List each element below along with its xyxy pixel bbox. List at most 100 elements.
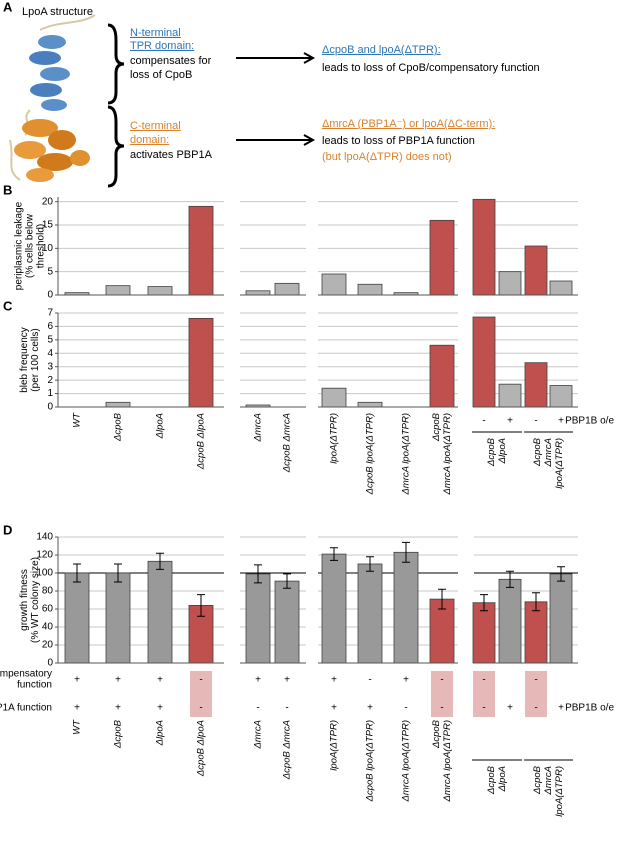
x-tick-label: ΔcpoB bbox=[113, 412, 124, 442]
panel-letter: B bbox=[3, 182, 12, 197]
x-tick-label: ΔlpoA bbox=[155, 720, 166, 746]
row-value: - bbox=[482, 675, 485, 686]
n-heading: TPR domain: bbox=[130, 40, 194, 52]
bar bbox=[524, 362, 548, 408]
group-label: ΔcpoB bbox=[532, 437, 543, 467]
y-axis-label: periplasmic leakage bbox=[14, 201, 25, 290]
y-tick-label: 2 bbox=[47, 375, 53, 386]
x-tick-label: lpoA(ΔTPR) bbox=[329, 720, 340, 771]
bar bbox=[549, 385, 573, 408]
y-tick-label: 100 bbox=[36, 568, 53, 579]
y-axis-label: bleb frequency bbox=[19, 327, 30, 393]
bar bbox=[147, 286, 173, 296]
brace bbox=[107, 23, 125, 105]
row-value: + bbox=[74, 703, 80, 714]
row-value: - bbox=[404, 703, 407, 714]
bar bbox=[105, 401, 131, 408]
y-tick-label: 140 bbox=[36, 532, 53, 543]
x-tick-label: ΔmrcA bbox=[253, 413, 264, 443]
row-value: + bbox=[331, 675, 337, 686]
highlight bbox=[190, 671, 212, 717]
y-tick-label: 6 bbox=[47, 321, 53, 332]
x-tick-label: ΔcpoB lpoA(ΔTPR) bbox=[365, 413, 376, 495]
row-value: + bbox=[157, 703, 163, 714]
c-heading: C-terminal bbox=[130, 120, 181, 132]
bar bbox=[357, 283, 383, 296]
bar bbox=[498, 383, 522, 408]
row-label: function bbox=[17, 680, 52, 691]
y-axis-label: (% WT colony size) bbox=[30, 557, 41, 643]
row-value: + bbox=[255, 675, 261, 686]
error-bar bbox=[283, 573, 291, 589]
y-tick-label: 20 bbox=[42, 196, 54, 207]
error-bar bbox=[254, 564, 262, 584]
panel-letter: C bbox=[3, 298, 13, 313]
y-tick-label: 20 bbox=[42, 640, 54, 651]
bar bbox=[393, 551, 419, 664]
row-value: + bbox=[115, 675, 121, 686]
y-axis-label: threshold) bbox=[36, 224, 47, 268]
bar bbox=[549, 280, 573, 296]
protein-structure bbox=[9, 14, 96, 182]
y-tick-label: 15 bbox=[42, 220, 54, 231]
error-bar bbox=[402, 541, 410, 563]
row-value: + bbox=[157, 675, 163, 686]
x-tick-label: ΔcpoB bbox=[431, 719, 442, 749]
x-tick-label: lpoA(ΔTPR) bbox=[329, 413, 340, 464]
x-tick-label: ΔmrcA lpoA(ΔTPR) bbox=[401, 413, 412, 496]
bar bbox=[274, 580, 300, 664]
c-effect-heading: ΔmrcA (PBP1A⁻) or lpoA(ΔC-term): bbox=[322, 118, 495, 130]
y-tick-label: 4 bbox=[47, 348, 53, 359]
row-value: - bbox=[482, 703, 485, 714]
panel-letter: D bbox=[3, 522, 12, 537]
bar bbox=[321, 387, 347, 408]
x-tick-label: ΔmrcA lpoA(ΔTPR) bbox=[401, 720, 412, 803]
error-bar bbox=[480, 594, 488, 612]
bar bbox=[245, 573, 271, 664]
row-value: + bbox=[115, 703, 121, 714]
row-value: + bbox=[74, 675, 80, 686]
error-bar bbox=[438, 588, 446, 610]
arrow bbox=[236, 134, 316, 146]
bar bbox=[472, 198, 496, 296]
row-note: PBP1B o/e bbox=[565, 703, 614, 714]
highlight bbox=[431, 671, 453, 717]
n-effect-heading: ΔcpoB and lpoA(ΔTPR): bbox=[322, 44, 441, 56]
bar bbox=[188, 317, 214, 408]
group-label: ΔlpoA bbox=[497, 766, 508, 792]
bar bbox=[498, 271, 522, 296]
row-value: + bbox=[284, 675, 290, 686]
x-tick-label: ΔcpoB ΔlpoA bbox=[196, 413, 207, 470]
n-text: compensates for bbox=[130, 55, 212, 67]
bar bbox=[472, 602, 496, 664]
error-bar bbox=[197, 594, 205, 617]
row-value: + bbox=[403, 675, 409, 686]
x-tick-label: ΔcpoB lpoA(ΔTPR) bbox=[365, 720, 376, 802]
bar bbox=[357, 401, 383, 408]
y-tick-label: 0 bbox=[47, 290, 53, 301]
row-value: - bbox=[368, 675, 371, 686]
c-text: activates PBP1A bbox=[130, 149, 213, 161]
error-bar bbox=[532, 592, 540, 612]
error-bar bbox=[366, 556, 374, 572]
bar bbox=[321, 553, 347, 664]
x-tick-label: ΔmrcA lpoA(ΔTPR) bbox=[442, 720, 453, 803]
bar bbox=[105, 285, 131, 296]
bar bbox=[147, 560, 173, 664]
highlight bbox=[525, 671, 547, 717]
bar bbox=[472, 316, 496, 408]
bar bbox=[524, 245, 548, 296]
y-tick-label: 1 bbox=[47, 388, 53, 399]
bar bbox=[64, 572, 90, 664]
c-heading: domain: bbox=[130, 134, 169, 146]
c-effect: leads to loss of PBP1A function bbox=[322, 135, 475, 147]
y-axis-label: (per 100 cells) bbox=[30, 328, 41, 391]
oe-value: - bbox=[482, 416, 485, 427]
row-value: + bbox=[331, 703, 337, 714]
row-value: - bbox=[440, 675, 443, 686]
y-tick-label: 0 bbox=[47, 402, 53, 413]
oe-value: - bbox=[534, 416, 537, 427]
bar bbox=[357, 563, 383, 664]
x-tick-label: ΔcpoB bbox=[113, 719, 124, 749]
x-tick-label: ΔmrcA lpoA(ΔTPR) bbox=[442, 413, 453, 496]
